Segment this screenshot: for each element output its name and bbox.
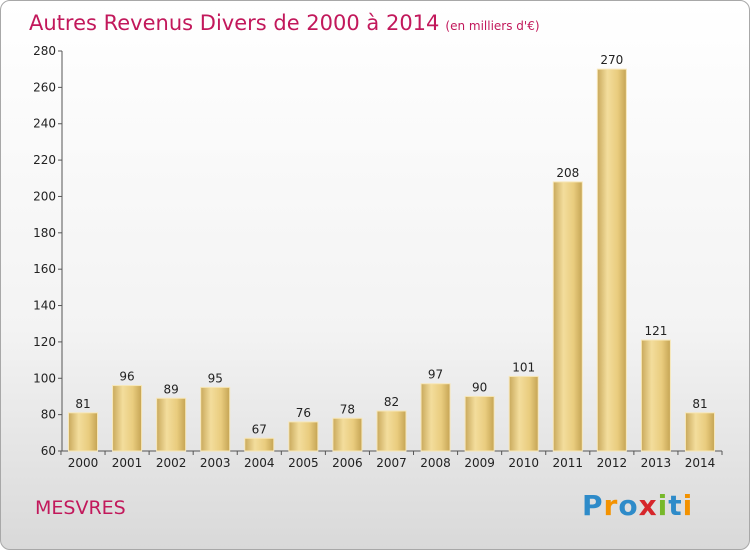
y-tick-label: 200 [33,189,56,203]
chart-value-labels: 81 96 89 95 67 76 78 82 97 90 101 208 270 121 81 [75,53,707,436]
bar-value-label: 81 [692,397,707,411]
bar-value-label: 82 [384,395,399,409]
x-tick-label: 2003 [200,456,231,470]
bar-value-label: 121 [644,324,667,338]
x-tick-label: 2013 [641,456,672,470]
logo-letter: P [582,489,604,522]
y-tick-label: 260 [33,80,56,94]
y-tick-label: 60 [41,444,56,458]
logo-letter: i [682,489,694,522]
bar-value-label: 101 [512,360,535,374]
proxiti-logo: Proxiti [582,489,693,522]
bar-value-label: 81 [75,397,90,411]
y-tick-label: 140 [33,299,56,313]
place-name: MESVRES [35,497,126,519]
x-tick-label: 2002 [156,456,187,470]
x-tick-label: 2014 [685,456,716,470]
chart-bars [68,68,715,452]
x-tick-label: 2007 [376,456,407,470]
x-tick-label: 2012 [597,456,628,470]
y-tick-label: 160 [33,262,56,276]
bar-value-label: 97 [428,368,443,382]
bar [288,421,319,452]
bar [420,383,451,452]
bar-value-label: 270 [600,53,623,67]
logo-letter: o [618,489,639,522]
y-tick-label: 80 [41,408,56,422]
y-tick-label: 280 [33,44,56,58]
y-tick-label: 100 [33,371,56,385]
x-tick-label: 2004 [244,456,275,470]
x-tick-label: 2011 [552,456,583,470]
logo-letter: r [603,489,619,522]
logo-letter: i [657,489,669,522]
x-tick-label: 2000 [68,456,99,470]
bar-value-label: 96 [119,370,134,384]
bar [68,412,98,452]
x-tick-label: 2001 [112,456,143,470]
bar [640,339,671,452]
chart-title-text: Autres Revenus Divers de 2000 à 2014 [29,11,440,35]
bar [552,181,583,452]
bar [376,410,407,452]
bar [156,397,187,452]
y-tick-label: 240 [33,117,56,131]
bar [684,412,715,452]
bar-value-label: 78 [340,402,355,416]
logo-letter: t [668,489,683,522]
chart-axes: 60 80 100 120 140 160 180 200 220 240 260 280 2000 20… [33,44,723,470]
bar-value-label: 67 [252,422,267,436]
y-tick-label: 180 [33,226,56,240]
bar-value-label: 89 [163,382,178,396]
y-tick-label: 120 [33,335,56,349]
bar [464,395,495,452]
bar [596,68,627,452]
bar-value-label: 95 [208,371,223,385]
bar-value-label: 208 [556,166,579,180]
chart-title: Autres Revenus Divers de 2000 à 2014 (en … [29,11,540,35]
bar [112,385,143,452]
y-tick-label: 220 [33,153,56,167]
bar [332,417,363,452]
bar [508,375,539,452]
logo-letter: x [638,489,658,522]
bar-value-label: 76 [296,406,311,420]
bar-value-label: 90 [472,380,487,394]
bar [244,437,275,452]
x-tick-label: 2010 [508,456,539,470]
bar [200,386,231,452]
x-tick-label: 2005 [288,456,319,470]
x-tick-label: 2008 [420,456,451,470]
x-tick-label: 2009 [464,456,495,470]
chart-title-unit: (en milliers d'€) [445,19,540,33]
x-tick-label: 2006 [332,456,363,470]
